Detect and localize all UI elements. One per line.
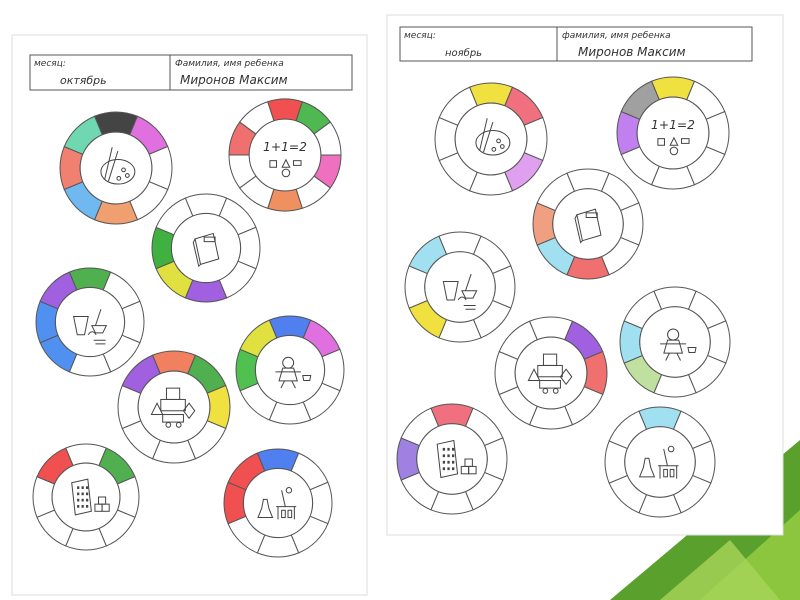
name-label: фамилия, имя ребенка	[562, 31, 671, 41]
lab-icon	[257, 487, 297, 520]
wheel-center	[552, 188, 624, 260]
child-name: Миронов Максим	[578, 45, 686, 59]
palette-icon	[100, 147, 136, 185]
wheel	[32, 443, 140, 551]
wheel	[619, 286, 731, 398]
name-label: Фамилия, имя ребенка	[175, 59, 284, 69]
month-label: месяц:	[34, 59, 66, 69]
wheel	[532, 168, 644, 280]
wheel: 1+1=2	[228, 98, 342, 212]
sheet-header: месяц: Фамилия, имя ребенка октябрь Миро…	[29, 54, 353, 91]
decor-triangle-light-2	[660, 540, 780, 600]
sheet-november: месяц: фамилия, имя ребенка ноябрь Мирон…	[386, 14, 784, 536]
child-name: Миронов Максим	[180, 73, 288, 87]
math-icon: 1+1=2	[651, 118, 695, 156]
wheel-center	[242, 467, 314, 539]
blocks-icon	[150, 387, 196, 428]
wheel: 1+1=2	[616, 76, 730, 190]
wheel-center	[636, 96, 710, 170]
wheel-center	[416, 423, 488, 495]
wheel-center	[170, 212, 242, 284]
wheel	[151, 193, 261, 303]
wheel	[434, 82, 548, 196]
math-icon: 1+1=2	[263, 140, 307, 178]
wheel-center	[137, 370, 211, 444]
book-icon	[192, 232, 220, 268]
wheel	[604, 406, 716, 518]
wheel	[396, 403, 508, 515]
wheel	[59, 111, 173, 225]
month-label: месяц:	[404, 31, 436, 41]
book-icon	[574, 208, 602, 244]
sheet-october: месяц: Фамилия, имя ребенка октябрь Миро…	[11, 34, 368, 596]
wheel-center	[79, 131, 153, 205]
lab-icon	[638, 445, 679, 479]
wheel	[404, 231, 516, 343]
wheel	[235, 315, 345, 425]
doll-icon	[660, 328, 697, 361]
wheel	[223, 448, 333, 558]
month-value: октябрь	[60, 74, 107, 87]
wheel	[494, 316, 608, 430]
wheel-center	[514, 336, 588, 410]
svg-text:1+1=2: 1+1=2	[263, 140, 307, 154]
wheel-center	[424, 251, 496, 323]
sandbox-icon	[442, 273, 478, 310]
abacus-icon	[71, 478, 110, 516]
svg-text:1+1=2: 1+1=2	[651, 118, 695, 132]
doll-icon	[275, 356, 312, 389]
wheel-center	[454, 102, 528, 176]
wheel-center	[254, 334, 326, 406]
month-value: ноябрь	[445, 47, 482, 59]
blocks-icon	[527, 353, 573, 394]
abacus-icon	[436, 439, 477, 479]
wheel	[35, 267, 145, 377]
wheel-center	[248, 118, 322, 192]
wheel-center	[51, 462, 121, 532]
sheet-header: месяц: фамилия, имя ребенка ноябрь Мирон…	[399, 26, 753, 62]
wheel	[117, 350, 231, 464]
wheel-center	[624, 426, 696, 498]
sandbox-icon	[73, 309, 108, 345]
palette-icon	[475, 118, 511, 156]
wheel-center	[639, 306, 711, 378]
wheel-center	[54, 286, 126, 358]
